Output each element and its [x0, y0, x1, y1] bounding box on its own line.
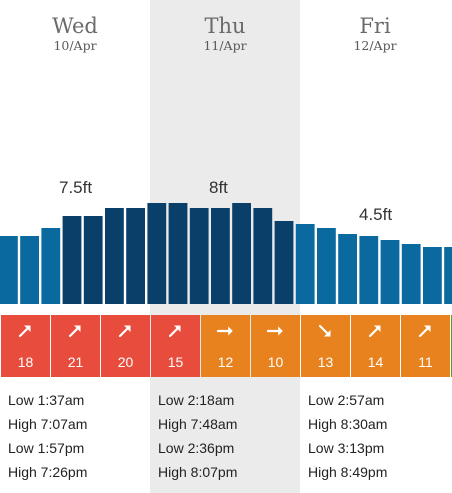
wind-direction-arrow-icon [68, 325, 81, 338]
tides-thu: Low 2:18am High 7:48am Low 2:36pm High 8… [150, 392, 300, 488]
wind-direction-arrow-icon [118, 325, 131, 338]
wave-bar [0, 236, 18, 304]
wave-bar [401, 244, 421, 304]
wind-direction-arrow-icon [18, 325, 31, 338]
day-header-thu[interactable]: Thu 11/Apr [150, 0, 300, 60]
tide-entry: High 7:26pm [8, 464, 88, 480]
tide-entry: High 7:07am [8, 416, 88, 432]
wind-speed: 11 [418, 354, 433, 370]
wind-direction-arrow-icon [217, 326, 233, 336]
wind-speed: 18 [17, 354, 34, 370]
wind-cell[interactable]: 12 [201, 315, 250, 377]
wave-height-chart [0, 203, 452, 304]
wave-bar [423, 247, 442, 304]
wind-direction-arrow-icon [368, 325, 381, 338]
day-date: 12/Apr [353, 38, 397, 53]
wave-bar [62, 216, 82, 304]
tide-entry: Low 3:13pm [308, 440, 385, 456]
wave-bar [232, 203, 251, 304]
tide-entry: High 8:30am [308, 416, 388, 432]
wave-bar [105, 208, 124, 304]
wind-direction-arrow-icon [418, 325, 431, 338]
tides-wed: Low 1:37am High 7:07am Low 1:57pm High 7… [0, 392, 150, 488]
peak-height-fri: 4.5ft [359, 205, 393, 224]
tide-entry: Low 2:36pm [158, 440, 235, 456]
wind-speed: 14 [367, 354, 384, 370]
wave-bar [380, 240, 400, 304]
tide-entry: Low 2:18am [158, 392, 235, 408]
day-name: Thu [204, 14, 246, 38]
tide-entry: High 7:48am [158, 416, 238, 432]
tide-entry: Low 1:37am [8, 392, 85, 408]
wind-direction-arrow-icon [168, 325, 181, 338]
wind-speed: 10 [267, 354, 284, 370]
tide-entry: High 8:49pm [308, 464, 388, 480]
peak-height-thu: 8ft [209, 178, 228, 197]
wind-speed: 15 [167, 354, 184, 370]
wind-speed: 13 [317, 354, 334, 370]
wave-bar [189, 208, 209, 304]
day-date: 10/Apr [53, 38, 97, 53]
wind-cell[interactable]: 11 [401, 315, 450, 377]
tide-entry: Low 2:57am [308, 392, 385, 408]
wind-cell[interactable]: 15 [151, 315, 200, 377]
wave-bar [211, 208, 230, 304]
day-header-fri[interactable]: Fri 12/Apr [300, 0, 450, 60]
wave-bar [444, 247, 452, 304]
day-name: Fri [359, 14, 391, 38]
day-header-wed[interactable]: Wed 10/Apr [0, 0, 150, 60]
wind-cell[interactable]: 13 [301, 315, 350, 377]
wind-cell[interactable]: 20 [101, 315, 150, 377]
wind-cell[interactable]: 10 [251, 315, 300, 377]
peak-height-wed: 7.5ft [59, 178, 93, 197]
tide-entry: High 8:07pm [158, 464, 238, 480]
wave-bar [168, 203, 188, 304]
wind-direction-arrow-icon [267, 326, 283, 336]
wind-cell[interactable]: 18 [1, 315, 50, 377]
wave-bar [274, 221, 294, 304]
wave-bar [295, 224, 315, 304]
wind-cell[interactable]: 14 [351, 315, 400, 377]
wave-bar [126, 208, 145, 304]
wave-bar [83, 216, 103, 304]
wave-bar [147, 203, 167, 304]
tides-fri: Low 2:57am High 8:30am Low 3:13pm High 8… [300, 392, 450, 488]
wave-bar [20, 236, 39, 304]
wave-bar [338, 234, 357, 304]
tide-entry: Low 1:57pm [8, 440, 85, 456]
wind-speed: 21 [67, 354, 84, 370]
wind-speed: 20 [117, 354, 134, 370]
wind-speed: 12 [217, 354, 234, 370]
wind-cell[interactable]: 21 [51, 315, 100, 377]
wave-bar [41, 228, 61, 304]
day-name: Wed [52, 14, 98, 38]
wave-bar [253, 208, 273, 304]
wave-bar [359, 236, 379, 304]
day-date: 11/Apr [203, 38, 247, 53]
wind-direction-arrow-icon [318, 324, 331, 337]
wave-bar [317, 228, 336, 304]
